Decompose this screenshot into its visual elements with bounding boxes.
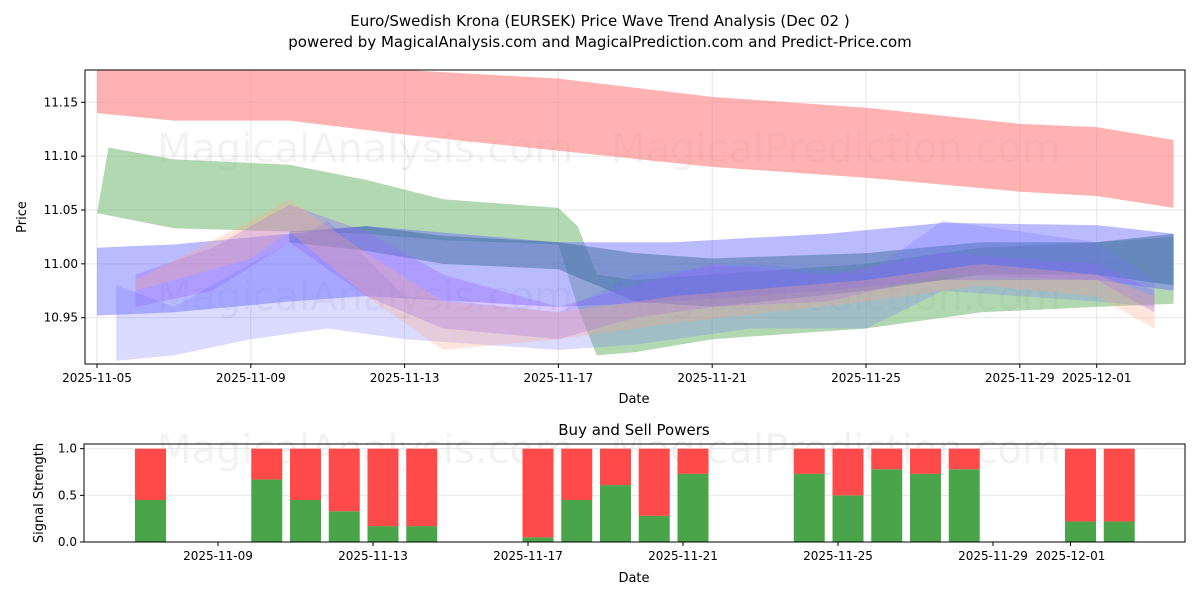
x-tick-label: 2025-11-29: [985, 371, 1055, 385]
bands: [97, 70, 1174, 361]
x-tick-label: 2025-11-09: [216, 371, 286, 385]
sell-bar: [948, 448, 980, 470]
sell-bar: [290, 448, 321, 500]
y-axis-label: Price: [15, 201, 30, 233]
x-tick-label: 2025-11-21: [648, 549, 718, 563]
red-band: [97, 70, 1174, 208]
plot-frame: [83, 443, 1186, 543]
buy-bar: [328, 511, 360, 542]
x-tick-label: 2025-12-01: [1062, 371, 1132, 385]
buy-bar: [561, 500, 593, 542]
y-tick-label: 0.5: [58, 488, 77, 502]
sell-bar: [1065, 448, 1096, 522]
sell-bar: [1103, 448, 1135, 522]
sell-bar: [638, 448, 670, 516]
buy-bar: [1103, 521, 1135, 542]
chart-subtitle: powered by MagicalAnalysis.com and Magic…: [288, 33, 912, 51]
buy-bar: [135, 500, 166, 542]
buy-bar: [793, 473, 825, 542]
x-tick-label: 2025-11-09: [183, 549, 253, 563]
x-tick-label: 2025-11-25: [831, 371, 901, 385]
x-tick-label: 2025-11-17: [524, 371, 594, 385]
sell-bar: [561, 448, 593, 500]
x-tick-label: 2025-11-17: [493, 549, 563, 563]
purple-band: [135, 204, 1155, 340]
sell-bar: [135, 448, 166, 500]
x-tick-label: 2025-11-13: [338, 549, 408, 563]
teal-band: [289, 226, 1174, 307]
buy-bar: [290, 500, 321, 542]
buy-bar: [871, 469, 903, 542]
buy-bar: [832, 495, 864, 542]
x-axis-label: Date: [618, 392, 649, 407]
y-tick-label: 11.05: [44, 203, 78, 217]
blue-band-wide: [97, 222, 1174, 316]
sell-bar: [832, 448, 864, 496]
buy-bar: [251, 479, 283, 542]
sell-bar: [793, 448, 825, 474]
y-tick-label: 10.95: [44, 311, 78, 325]
sell-bar: [367, 448, 399, 527]
x-tick-label: 2025-11-25: [803, 549, 873, 563]
x-tick-label: 2025-11-29: [958, 549, 1028, 563]
chart-title: Euro/Swedish Krona (EURSEK) Price Wave T…: [350, 12, 849, 30]
y-tick-label: 0.0: [58, 535, 77, 549]
y-tick-label: 1.0: [58, 442, 77, 456]
y-axis-label: Signal Strength: [32, 443, 47, 543]
watermark: MagicalAnalysis.com: [157, 427, 573, 473]
sell-bar: [910, 448, 941, 474]
orange-band: [135, 199, 1155, 350]
buy-bar: [367, 526, 399, 542]
buy-bar: [522, 537, 554, 542]
sell-bar: [251, 448, 283, 480]
y-tick-label: 11.15: [44, 95, 78, 109]
plot-frame: [84, 69, 1186, 365]
buy-bar: [406, 526, 438, 542]
watermark: MagicalAnalysis.com: [157, 274, 573, 320]
buy-bar: [600, 485, 631, 542]
buy-bar: [1065, 521, 1096, 542]
sell-bar: [522, 448, 554, 538]
green-band: [97, 147, 1174, 356]
buy-bar: [910, 473, 941, 542]
x-tick-label: 2025-11-13: [370, 371, 440, 385]
sell-bar: [406, 448, 438, 527]
sell-bar: [600, 448, 631, 486]
x-tick-label: 2025-12-01: [1036, 549, 1106, 563]
subchart-title: Buy and Sell Powers: [558, 421, 710, 439]
y-tick-label: 11.10: [44, 149, 78, 163]
buy-bar: [948, 469, 980, 542]
x-axis-label: Date: [618, 571, 649, 586]
y-tick-label: 11.00: [44, 257, 78, 271]
x-tick-label: 2025-11-21: [677, 371, 747, 385]
light-blue-band: [116, 220, 1155, 361]
buy-bar: [638, 515, 670, 542]
buy-bar: [677, 473, 709, 542]
sell-bar: [677, 448, 709, 474]
x-tick-label: 2025-11-05: [62, 371, 132, 385]
sell-bar: [328, 448, 360, 512]
sell-bar: [871, 448, 903, 470]
